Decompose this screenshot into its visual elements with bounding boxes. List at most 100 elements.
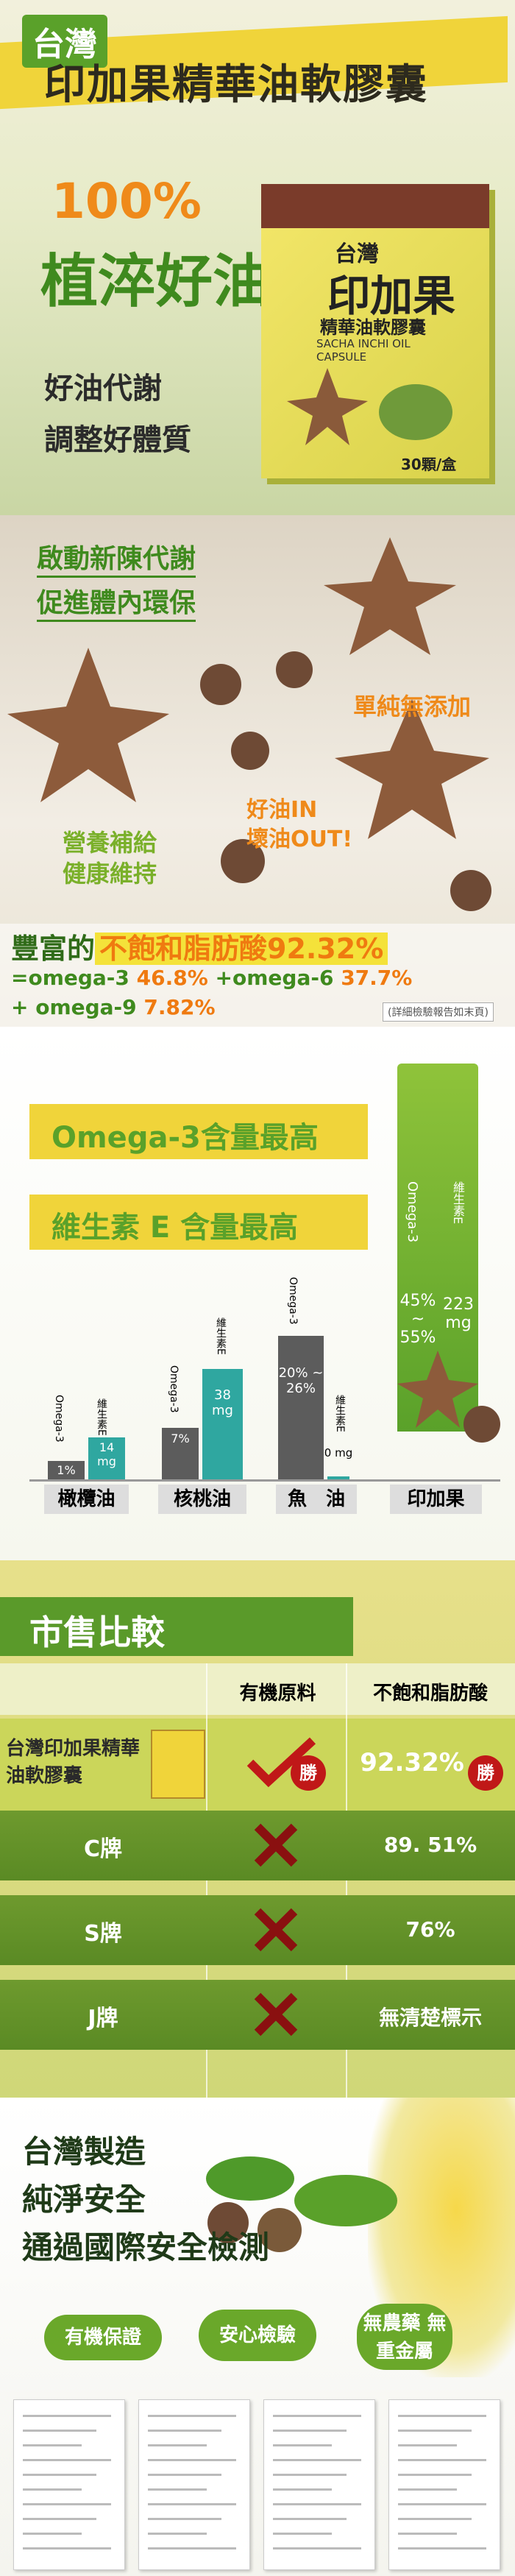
legend: Omega-3	[53, 1395, 65, 1443]
box-count: 30顆/盒	[401, 456, 457, 473]
vite-bar	[202, 1369, 243, 1479]
cert-line	[23, 2444, 82, 2446]
tag: 台灣	[22, 15, 107, 68]
legend: Omega-3	[287, 1277, 299, 1325]
headline-lead: 豐富的	[11, 933, 96, 965]
percent: 100%	[52, 173, 202, 230]
cert-line	[398, 2459, 486, 2461]
cert-line	[148, 2459, 236, 2461]
omega3-bar	[48, 1461, 85, 1479]
pure: 單純無添加	[353, 693, 472, 721]
row	[0, 1895, 515, 1965]
market: 市售比較 有機原料 不飽和脂肪酸 台灣印加果精華油軟膠囊 勝 92.32% 勝 …	[0, 1560, 515, 2098]
oil: 壞油OUT!	[246, 827, 353, 852]
nut	[276, 651, 313, 688]
cert-line	[273, 2518, 347, 2520]
box-top	[261, 184, 489, 228]
cert-line	[398, 2518, 472, 2520]
check	[246, 1737, 316, 1788]
nutri: 健康維持	[63, 860, 157, 888]
inka-vite: 223 mg	[443, 1295, 474, 1332]
oil-name: 橄欖油	[44, 1485, 129, 1514]
nut	[464, 1406, 500, 1443]
omega-value: 46.8%	[136, 966, 208, 990]
oil-name: 魚 油	[276, 1485, 357, 1514]
cert-line	[148, 2518, 221, 2520]
vite-bar	[88, 1437, 125, 1479]
box-en: SACHA INCHI OIL CAPSULE	[316, 337, 411, 364]
seed	[7, 648, 169, 802]
vite-label: 0 mg	[324, 1446, 353, 1459]
seed	[397, 1351, 478, 1428]
box-sub: 精華油軟膠囊	[320, 317, 426, 338]
row-name: 台灣印加果精華油軟膠囊	[6, 1738, 141, 1787]
omega3-bar	[278, 1336, 324, 1479]
product-thumb	[151, 1730, 205, 1799]
cross	[254, 1992, 298, 2037]
cross-mark	[254, 1823, 298, 1867]
row	[0, 1980, 515, 2050]
cross	[254, 1908, 298, 1952]
cert-line	[273, 2459, 361, 2461]
cert-line	[23, 2488, 82, 2491]
leaf	[206, 2156, 294, 2201]
cert-line	[273, 2533, 332, 2535]
header-row	[0, 1663, 515, 1715]
cert-line	[273, 2474, 347, 2476]
omega3-label: 1%	[57, 1463, 76, 1477]
omega-value: 7.82%	[143, 995, 216, 1019]
cert-line	[398, 2474, 472, 2476]
cert-line	[398, 2547, 486, 2550]
baseline	[29, 1479, 500, 1482]
headline-main: 不飽和脂肪酸92.32%	[95, 933, 388, 965]
cert-line	[398, 2488, 457, 2491]
nut	[231, 732, 269, 770]
omega3-label: 7%	[171, 1432, 190, 1446]
cert-line	[23, 2430, 96, 2432]
legend: Omega-3	[168, 1365, 180, 1413]
compare: Omega-3含量最高 維生素 E 含量最高 Omega-3 維生素E 45% …	[0, 1027, 515, 1560]
nut	[207, 2202, 249, 2243]
seeds	[287, 368, 452, 445]
win: 勝	[291, 1755, 326, 1791]
badge: 有機保證	[44, 2315, 162, 2360]
box-brand: 台灣	[335, 241, 379, 267]
check-mark	[246, 1737, 316, 1788]
vite-label: 38 mg	[212, 1387, 233, 1418]
row-name: C牌	[83, 1836, 123, 1862]
cert-line	[148, 2503, 236, 2505]
title-bar	[0, 1597, 353, 1656]
leaf	[294, 2175, 397, 2226]
legend: 維生素E	[215, 1317, 227, 1355]
cert-line	[23, 2459, 111, 2461]
badge: 安心檢驗	[199, 2310, 316, 2361]
oil: 好油IN	[246, 797, 318, 823]
box-name: 印加果	[327, 271, 456, 321]
nutri: 營養補給	[63, 829, 157, 857]
omega-value: 37.7%	[341, 966, 413, 990]
cert-line	[148, 2444, 207, 2446]
nut	[450, 870, 491, 911]
cert-line	[23, 2547, 111, 2550]
cert-line	[148, 2547, 236, 2550]
seed	[287, 368, 368, 445]
certificate	[138, 2399, 250, 2570]
certificate	[13, 2399, 125, 2570]
row-name: J牌	[88, 2006, 118, 2031]
cert-line	[273, 2430, 347, 2432]
omega-line: =omega-3 46.8% +omega-6 37.7%	[11, 966, 412, 990]
cross-mark	[254, 1992, 298, 2037]
seed	[324, 537, 456, 655]
cross-mark	[254, 1908, 298, 1952]
cert-line	[23, 2503, 111, 2505]
seed	[379, 384, 452, 440]
row	[0, 1811, 515, 1880]
cert-line	[148, 2488, 207, 2491]
cert-line	[23, 2415, 111, 2417]
cert-line	[148, 2474, 221, 2476]
benefit: 促進體內環保	[37, 581, 196, 622]
oil-name: 印加果	[390, 1485, 482, 1514]
cert-line	[23, 2474, 96, 2476]
line: 調整好體質	[44, 423, 191, 457]
cert-line	[398, 2430, 472, 2432]
